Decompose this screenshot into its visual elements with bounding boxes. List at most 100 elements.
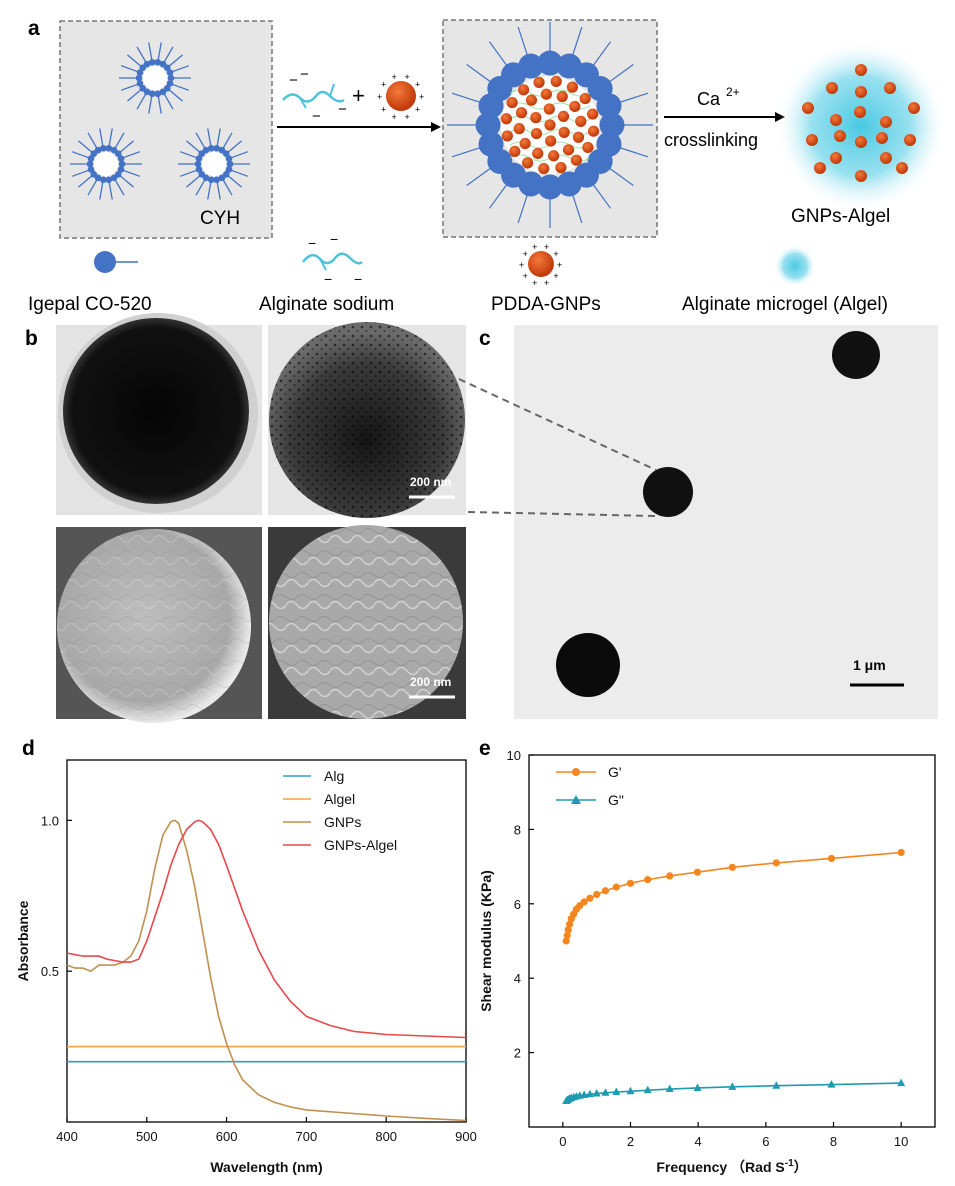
- ca-label: Ca: [697, 89, 721, 109]
- svg-text:+: +: [377, 92, 382, 102]
- svg-text:+: +: [415, 104, 420, 114]
- data-point: [772, 1081, 781, 1089]
- legend-label-algel: Alginate microgel (Algel): [682, 294, 888, 315]
- svg-text:−: −: [312, 108, 321, 125]
- svg-text:+: +: [544, 242, 549, 252]
- data-point: [593, 890, 601, 899]
- x-tick-label: 800: [375, 1129, 397, 1144]
- data-point: [626, 1086, 635, 1095]
- svg-text:+: +: [392, 72, 397, 82]
- svg-text:+: +: [544, 278, 549, 288]
- data-point: [693, 1083, 702, 1091]
- legend-algel: Alginate microgel (Algel): [682, 246, 888, 315]
- data-point: [897, 1078, 906, 1087]
- y-axis-title: Absorbance: [15, 900, 31, 981]
- data-point: [612, 1087, 621, 1096]
- svg-text:−: −: [308, 235, 316, 251]
- crosslinking-label: crosslinking: [664, 130, 758, 150]
- data-point: [643, 1085, 652, 1094]
- legend-label: Alg: [324, 768, 344, 784]
- x-tick-label: 500: [136, 1129, 158, 1144]
- sem-image-gnps-algel: 200 nm: [268, 525, 466, 719]
- legend-marker: [571, 795, 581, 804]
- legend-label-gnp: PDDA-GNPs: [491, 294, 601, 315]
- data-point: [562, 937, 570, 945]
- data-point: [728, 1082, 737, 1090]
- legend-label-alginate: Alginate sodium: [259, 294, 394, 315]
- svg-text:+: +: [381, 104, 386, 114]
- legend-label: G": [608, 792, 624, 808]
- reaction-arrow-2: Ca 2+ crosslinking: [664, 85, 785, 150]
- svg-text:−: −: [289, 72, 298, 89]
- data-point: [601, 1088, 610, 1096]
- data-point: [612, 883, 620, 891]
- svg-text:+: +: [415, 80, 420, 90]
- svg-text:+: +: [553, 249, 558, 259]
- legend-label: Algel: [324, 791, 355, 807]
- y-tick-label: 2: [514, 1046, 521, 1061]
- data-point: [580, 1090, 589, 1099]
- x-tick-label: 600: [216, 1129, 238, 1144]
- x-axis-title: Wavelength (nm): [210, 1159, 322, 1175]
- y-tick-label: 10: [507, 748, 521, 763]
- svg-text:+: +: [404, 72, 409, 82]
- y-tick-label: 4: [514, 971, 521, 986]
- tem-image-algel: [56, 313, 262, 515]
- x-tick-label: 400: [56, 1129, 78, 1144]
- zoom-guide-lines: [447, 373, 657, 517]
- shear-modulus-chart: 0 2 4 6 8 10 2 4 6 8 10 Frequency （Rad S-1） Shear mo…: [478, 748, 936, 1175]
- y-tick-label: 6: [514, 897, 521, 912]
- legend-alginate: − − − − Alginate sodium: [259, 231, 394, 315]
- svg-text:+: +: [557, 260, 562, 270]
- svg-text:−: −: [300, 66, 309, 83]
- reverse-micelle: [70, 128, 142, 200]
- data-point: [897, 848, 905, 857]
- reaction-arrow-1: [277, 122, 441, 132]
- data-point: [563, 931, 571, 940]
- x-tick-label: 6: [762, 1134, 769, 1149]
- legend-label-igepal: Igepal CO-520: [28, 294, 152, 315]
- legend-label: GNPs: [324, 814, 361, 830]
- svg-text:+: +: [553, 271, 558, 281]
- legend-gnp: ++++++++ ++ PDDA-GNPs: [491, 242, 601, 315]
- legend-igepal: Igepal CO-520: [28, 251, 152, 315]
- y-tick-label: 1.0: [41, 813, 59, 828]
- plot-frame: [66, 759, 467, 1123]
- data-point: [772, 859, 780, 867]
- panel-label-d: d: [22, 737, 35, 760]
- data-point: [626, 879, 635, 887]
- x-tick-label: 10: [894, 1134, 908, 1149]
- reverse-micelle-box: CYH: [59, 20, 273, 239]
- alginate-strand: − − − −: [282, 66, 347, 125]
- y-tick-label: 0.5: [41, 964, 59, 979]
- data-point: [827, 854, 836, 863]
- data-point: [592, 1089, 601, 1097]
- absorbance-chart: 400 500 600 700 800 900 0.5 1.0 Wavelength (nm) A…: [15, 759, 477, 1175]
- svg-text:−: −: [338, 101, 347, 118]
- sem-image-algel: [56, 527, 262, 723]
- plot-frame: [528, 754, 936, 1128]
- legend-label: GNPs-Algel: [324, 837, 397, 853]
- svg-text:+: +: [532, 242, 537, 252]
- x-tick-label: 0: [559, 1134, 566, 1149]
- x-tick-label: 8: [830, 1134, 837, 1149]
- panel-label-b: b: [25, 327, 38, 350]
- panel-label-a: a: [28, 17, 40, 40]
- product-label: GNPs-Algel: [791, 206, 890, 227]
- svg-text:+: +: [519, 260, 524, 270]
- reverse-micelle: [119, 42, 191, 114]
- gnps-algel-particle: [778, 43, 944, 209]
- svg-text:+: +: [404, 112, 409, 122]
- svg-text:+: +: [381, 80, 386, 90]
- x-tick-label: 900: [455, 1129, 477, 1144]
- cyh-label: CYH: [200, 208, 240, 229]
- data-point: [586, 894, 594, 902]
- svg-text:+: +: [419, 92, 424, 102]
- legend-marker: [572, 768, 580, 776]
- tem-image-gnps-algel: 200 nm: [268, 322, 466, 518]
- svg-text:+: +: [532, 278, 537, 288]
- legend-label: G': [608, 764, 622, 780]
- data-point: [566, 920, 574, 928]
- x-tick-label: 2: [627, 1134, 634, 1149]
- data-point: [585, 1089, 594, 1098]
